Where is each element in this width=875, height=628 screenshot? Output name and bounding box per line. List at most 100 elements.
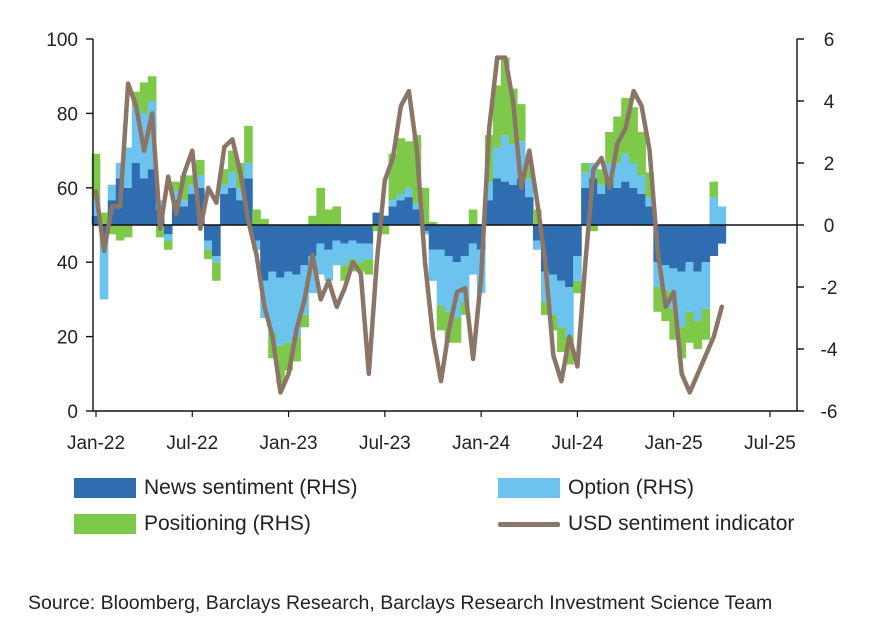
- bar-news: [669, 225, 678, 269]
- bar-news: [717, 225, 727, 244]
- bar-positioning: [107, 225, 117, 235]
- bar-option: [268, 271, 277, 334]
- bar-option: [236, 187, 245, 201]
- bar-positioning: [436, 305, 446, 331]
- bar-option: [516, 141, 526, 179]
- bar-option: [396, 194, 406, 201]
- bar-news: [685, 225, 695, 263]
- left-tick-label: 0: [67, 402, 78, 423]
- bar-positioning: [573, 280, 582, 294]
- bar-positioning: [244, 125, 253, 163]
- bar-option: [677, 271, 687, 328]
- bar-news: [195, 187, 205, 225]
- bar-news: [380, 215, 390, 225]
- bar-news: [332, 225, 342, 241]
- bar-option: [204, 240, 213, 250]
- bar-news: [428, 225, 438, 250]
- bar-news: [340, 225, 350, 244]
- bar-option: [163, 234, 173, 241]
- bar-option: [573, 256, 582, 281]
- bar-news: [284, 225, 293, 272]
- bar-option: [284, 271, 293, 343]
- bar-option: [212, 256, 221, 263]
- legend-label-news: News sentiment (RHS): [144, 476, 358, 499]
- bar-news: [468, 225, 478, 244]
- bar-news: [204, 225, 213, 241]
- bar-positioning: [276, 345, 285, 384]
- bar-news: [268, 225, 277, 272]
- source-note: Source: Bloomberg, Barclays Research, Ba…: [28, 592, 773, 614]
- bar-news: [565, 225, 574, 287]
- bar-news: [324, 225, 333, 250]
- bar-news: [693, 225, 703, 272]
- bar-option: [500, 135, 510, 182]
- bar-positioning: [629, 107, 638, 163]
- bar-option: [123, 147, 133, 188]
- bar-news: [621, 181, 630, 225]
- bar-news: [260, 225, 269, 281]
- right-tick-label: -4: [821, 340, 838, 361]
- bar-positioning: [685, 311, 695, 343]
- bar-positioning: [187, 175, 197, 185]
- right-tick-label: 0: [824, 216, 835, 237]
- legend-swatch-option: [498, 478, 560, 498]
- x-tick-label: Jul-23: [359, 433, 411, 454]
- bar-positioning: [324, 209, 333, 225]
- bar-positioning: [460, 302, 470, 315]
- bar-news: [484, 200, 494, 225]
- x-tick-label: Jan-24: [452, 433, 511, 454]
- bar-news: [179, 206, 189, 225]
- bar-positioning: [99, 212, 109, 225]
- bar-news: [637, 194, 646, 225]
- bar-positioning: [316, 187, 325, 225]
- bar-positioning: [220, 169, 229, 185]
- bar-news: [316, 225, 325, 244]
- bar-option: [484, 181, 494, 201]
- bar-option: [581, 172, 590, 188]
- bar-news: [228, 187, 237, 225]
- bar-positioning: [300, 314, 309, 328]
- bar-positioning: [492, 85, 502, 148]
- bar-news: [396, 200, 406, 225]
- bar-news: [645, 206, 654, 225]
- bar-option: [131, 107, 141, 163]
- bar-positioning: [420, 187, 430, 225]
- left-tick-label: 20: [57, 328, 78, 349]
- bar-option: [115, 163, 125, 179]
- bar-news: [212, 225, 221, 256]
- legend-swatch-news: [74, 478, 136, 498]
- bar-option: [276, 277, 285, 346]
- bar-option: [661, 265, 670, 291]
- bar-news: [613, 187, 622, 225]
- bar-news: [236, 200, 245, 225]
- bar-option: [428, 249, 438, 281]
- right-tick-label: 6: [824, 30, 835, 51]
- bar-news: [605, 178, 614, 225]
- bar-option: [629, 163, 638, 188]
- bar-positioning: [179, 175, 189, 201]
- bar-positioning: [123, 225, 133, 238]
- bar-news: [292, 225, 301, 275]
- bar-positioning: [516, 104, 526, 142]
- bar-option: [605, 163, 614, 179]
- legend-item-positioning: Positioning (RHS): [74, 512, 311, 536]
- right-tick-label: -2: [821, 278, 838, 299]
- legend: News sentiment (RHS) Option (RHS) Positi…: [0, 472, 875, 552]
- bar-news: [557, 225, 566, 281]
- bar-positioning: [332, 206, 342, 225]
- bar-positioning: [701, 308, 711, 340]
- bar-option: [637, 175, 646, 194]
- bar-positioning: [500, 57, 510, 136]
- bar-option: [524, 178, 534, 198]
- bar-positioning: [637, 132, 646, 176]
- bar-option: [412, 203, 422, 210]
- bar-news: [220, 194, 229, 225]
- legend-swatch-usd: [498, 521, 560, 527]
- bar-news: [532, 225, 542, 241]
- bar-option: [565, 287, 574, 337]
- bar-option: [99, 237, 109, 300]
- x-tick-label: Jan-25: [645, 433, 703, 454]
- right-tick-label: 2: [824, 154, 835, 175]
- bar-positioning: [195, 159, 205, 176]
- bar-option: [444, 256, 454, 312]
